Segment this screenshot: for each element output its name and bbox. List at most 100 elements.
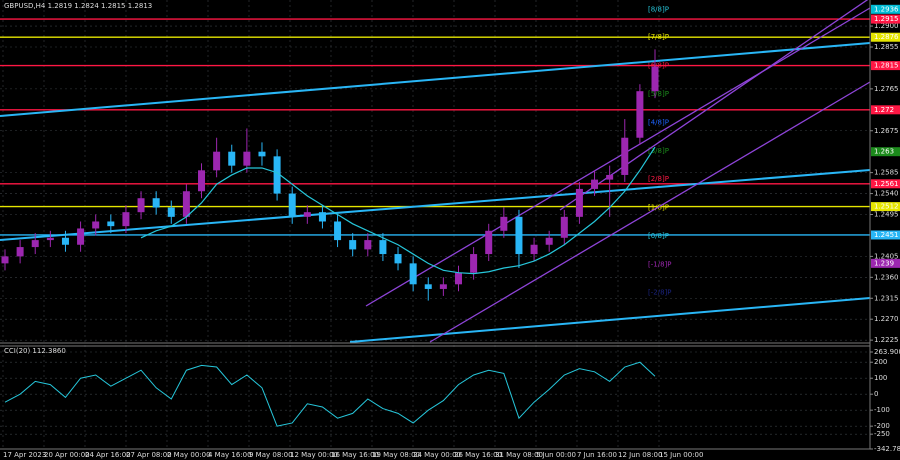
y-tick-label: -250: [874, 430, 890, 438]
murrey-label: [5/8]P: [648, 90, 669, 98]
murrey-label: [8/8]P: [648, 5, 669, 13]
candle-body: [137, 198, 145, 213]
candle-body: [213, 151, 221, 171]
x-tick-label: 2 May 00:00: [167, 451, 211, 459]
trend-line: [0, 169, 871, 241]
x-tick-label: 12 Jun 08:00: [618, 451, 662, 459]
channel-line: [429, 81, 871, 343]
plot: [1, 49, 659, 427]
level-box: [871, 230, 900, 240]
channel-line: [365, 7, 871, 307]
x-tick-label: 17 Apr 2023: [3, 451, 46, 459]
y-tick-label: -100: [874, 406, 890, 414]
y-tick-label: 1.2405: [874, 252, 899, 260]
x-tick-label: 15 Jun 00:00: [659, 451, 703, 459]
candle-body: [560, 216, 568, 238]
y-tick-label: 0: [874, 390, 878, 398]
x-tick-label: 20 Apr 00:00: [44, 451, 90, 459]
candle-body: [228, 151, 236, 166]
y-tick-label: 1.2360: [874, 273, 899, 281]
level-box: [871, 32, 900, 42]
candle-body: [243, 151, 251, 166]
murrey-label: [-2/8]P: [648, 289, 671, 297]
candle-body: [651, 66, 659, 92]
murrey-label: [2/8]P: [648, 175, 669, 183]
indicator-title: CCI(20) 112.3860: [4, 347, 66, 355]
level-label: 1.2936: [874, 5, 899, 13]
y-tick-label: 1.2765: [874, 85, 899, 93]
levels: [8/8]P [7/8]P [6/8]P [5/8]P [4/8]P [3/8]P [2/8…: [0, 5, 870, 297]
candle-body: [636, 91, 644, 138]
y-tick-label: -342.782: [874, 445, 900, 453]
candle-body: [31, 240, 39, 248]
y-tick-label: 1.2675: [874, 127, 899, 135]
candle-body: [92, 221, 100, 229]
candle-body: [107, 221, 115, 227]
candle-body: [621, 137, 629, 175]
candle-body: [591, 179, 599, 189]
candle-body: [394, 254, 402, 264]
level-label: 1.2561: [874, 180, 899, 188]
murrey-label: [3/8]P: [648, 147, 669, 155]
x-tick-label: 26 May 16:00: [454, 451, 502, 459]
y-tick-label: 100: [874, 374, 887, 382]
level-box: [871, 105, 900, 115]
candle-body: [334, 221, 342, 241]
indicator-line: [4, 361, 656, 427]
candle-body: [364, 240, 372, 250]
murrey-label: [0/8]P: [648, 232, 669, 240]
y-tick-label: 1.2585: [874, 169, 899, 177]
level-label: 1.263: [874, 148, 894, 156]
x-tick-label: 7 Jun 16:00: [577, 451, 617, 459]
candle-body: [46, 237, 54, 241]
candle-body: [288, 193, 296, 217]
x-tick-label: 4 May 16:00: [208, 451, 252, 459]
x-tick-label: 24 Apr 16:00: [85, 451, 131, 459]
level-label: 1.2915: [874, 15, 899, 23]
y-tick-label: 1.2225: [874, 336, 899, 344]
chart-title: GBPUSD,H4 1.2819 1.2824 1.2815 1.2813: [4, 2, 152, 10]
x-tick-label: 24 May 00:00: [413, 451, 461, 459]
level-box: [871, 258, 900, 268]
x-tick-label: 5 Jun 00:00: [536, 451, 576, 459]
candle-body: [606, 174, 614, 180]
candle-body: [485, 230, 493, 255]
candle-body: [167, 207, 175, 217]
candle-body: [16, 247, 24, 257]
x-tick-label: 9 May 08:00: [249, 451, 293, 459]
x-tick-label: 19 May 08:00: [372, 451, 420, 459]
candle-body: [439, 284, 447, 289]
y-tick-label: -200: [874, 422, 890, 430]
level-label: 1.272: [874, 106, 894, 114]
y-tick-label: 1.2540: [874, 190, 899, 198]
murrey-label: [7/8]P: [648, 33, 669, 41]
x-tick-label: 27 Apr 08:00: [126, 451, 172, 459]
x-tick-label: 16 May 16:00: [331, 451, 379, 459]
candle-body: [273, 156, 281, 194]
trend-line: [349, 297, 871, 343]
y-tick-label: 200: [874, 358, 887, 366]
level-box: [871, 61, 900, 71]
candle-body: [575, 188, 583, 217]
candle-body: [258, 151, 266, 157]
level-box: [871, 202, 900, 212]
candle-body: [61, 237, 69, 245]
moving-average: [140, 146, 656, 275]
x-tick-label: 31 May 08:00: [495, 451, 543, 459]
candle-body: [409, 263, 417, 285]
level-box: [871, 14, 900, 24]
level-label: 1.239: [874, 259, 894, 267]
x-tick-label: 12 May 00:00: [290, 451, 338, 459]
murrey-label: [-1/8]P: [648, 260, 671, 268]
level-label: 1.2815: [874, 62, 899, 70]
y-tick-label: 1.2900: [874, 22, 899, 30]
candle-body: [77, 228, 85, 245]
candle-body: [424, 284, 432, 289]
candle-body: [515, 216, 523, 255]
candle-body: [122, 212, 130, 227]
candle-body: [454, 272, 462, 285]
murrey-label: [6/8]P: [648, 62, 669, 70]
